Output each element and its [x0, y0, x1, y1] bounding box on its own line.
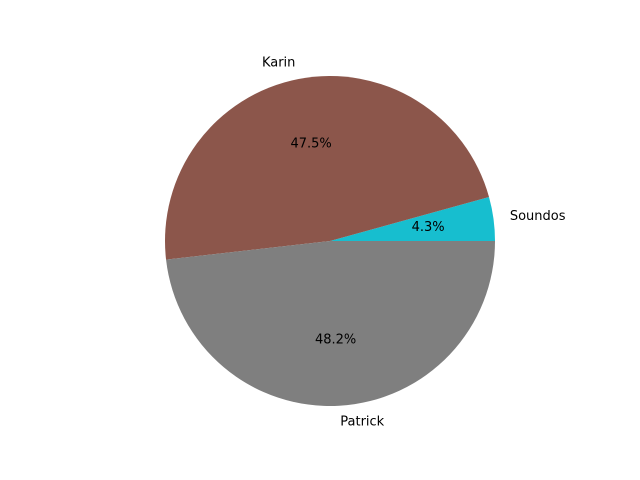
pie-label-karin: Karin [262, 55, 295, 70]
pie-percent-patrick: 48.2% [315, 332, 356, 347]
pie-percent-soundos: 4.3% [412, 220, 445, 235]
pie-slice-karin [165, 76, 490, 260]
pie-label-patrick: Patrick [340, 415, 384, 430]
pie-percent-karin: 47.5% [290, 136, 331, 151]
pie-slice-soundos [330, 196, 495, 241]
pie-label-soundos: Soundos [510, 209, 566, 224]
pie-labels: Soundos 4.3% Karin 47.5% Patrick 48.2% [262, 55, 566, 429]
pie-slice-patrick [166, 241, 495, 406]
pie-slices [165, 76, 495, 406]
